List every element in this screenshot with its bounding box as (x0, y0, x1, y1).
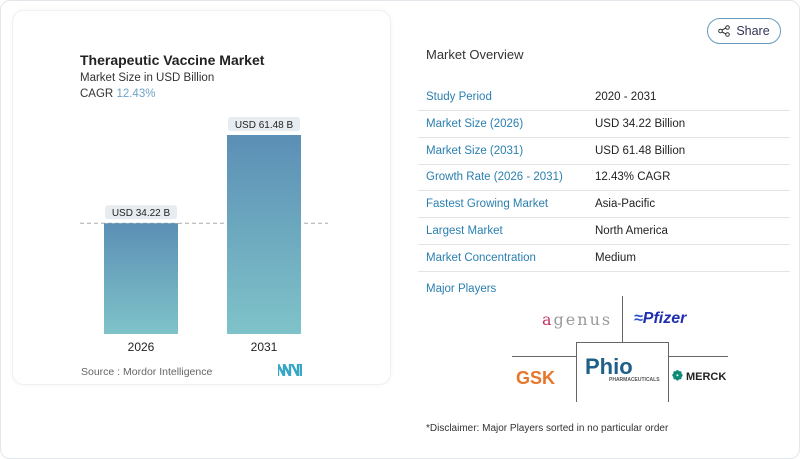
share-button[interactable]: Share (707, 18, 781, 44)
phio-box (576, 342, 669, 402)
agenus-a: a (542, 310, 554, 329)
cagr-value: 12.43% (116, 88, 156, 100)
cagr: CAGR 12.43% (80, 88, 155, 100)
pfizer-name: Pfizer (642, 310, 687, 327)
phio-name: Phio (585, 354, 633, 379)
bar-2026 (104, 223, 178, 334)
bar-2031 (227, 135, 301, 334)
phio-logo: Phio PHARMACEUTICALS (585, 354, 660, 383)
row-value: 2020 - 2031 (595, 91, 657, 103)
data-label-bg (105, 205, 177, 220)
share-label: Share (736, 24, 770, 38)
row-label: Market Concentration (426, 251, 536, 264)
x-tick-label: 2026 (128, 340, 155, 354)
divider (622, 296, 623, 342)
row-value: USD 34.22 Billion (595, 117, 686, 130)
bar-chart: USD 34.22 B 2026 USD 61.48 B 2031 (80, 117, 328, 354)
merck-name: MERCK (685, 371, 727, 383)
row-value: Medium (595, 251, 636, 264)
row-value: Asia-Pacific (595, 198, 656, 211)
x-tick-label: 2031 (251, 340, 278, 354)
merck-logo: ❁ MERCK (672, 368, 726, 384)
row-value: USD 61.48 Billion (595, 144, 686, 157)
divider (512, 356, 577, 357)
row-label: Market Size (2031) (426, 144, 524, 157)
phio-subtitle: PHARMACEUTICALS (609, 377, 660, 383)
overview-row: Fastest Growing Market Asia-Pacific (418, 191, 790, 219)
row-value: North America (595, 225, 668, 237)
chart-card (12, 10, 391, 385)
overview-row: Market Size (2026) USD 34.22 Billion (418, 111, 790, 138)
row-label: Study Period (426, 91, 492, 103)
row-label: Fastest Growing Market (426, 198, 549, 211)
chart-subtitle: Market Size in USD Billion (80, 72, 215, 84)
agenus-logo: agenus (542, 310, 613, 329)
data-label: USD 61.48 B (235, 120, 294, 131)
source-text: Source : Mordor Intelligence (81, 366, 213, 378)
gsk-logo: GSK (516, 368, 556, 388)
overview-row: Largest Market North America (418, 218, 790, 245)
disclaimer: *Disclaimer: Major Players sorted in no … (426, 423, 669, 434)
row-label: Largest Market (426, 225, 503, 237)
data-label-bg (228, 117, 300, 131)
share-icon (718, 25, 731, 37)
overview-row: Growth Rate (2026 - 2031) 12.43% CAGR (418, 164, 790, 192)
merck-icon: ❁ (672, 368, 683, 383)
data-label: USD 34.22 B (112, 208, 171, 219)
overview-row: Study Period 2020 - 2031 (418, 84, 790, 111)
cagr-label: CAGR (80, 88, 114, 100)
row-label: Growth Rate (2026 - 2031) (426, 171, 563, 184)
pfizer-icon: ≈ (634, 310, 643, 327)
row-label: Market Size (2026) (426, 117, 524, 130)
overview-row: Market Concentration Medium (418, 245, 790, 272)
overview-title: Market Overview (426, 47, 524, 62)
mordor-logo-icon (278, 364, 302, 376)
row-value: 12.43% CAGR (595, 171, 671, 184)
overview-row: Market Size (2031) USD 61.48 Billion (418, 138, 790, 165)
divider (668, 356, 728, 357)
chart-title: Therapeutic Vaccine Market (80, 52, 265, 68)
pfizer-logo: ≈Pfizer (634, 310, 686, 328)
major-players-label: Major Players (426, 283, 497, 295)
